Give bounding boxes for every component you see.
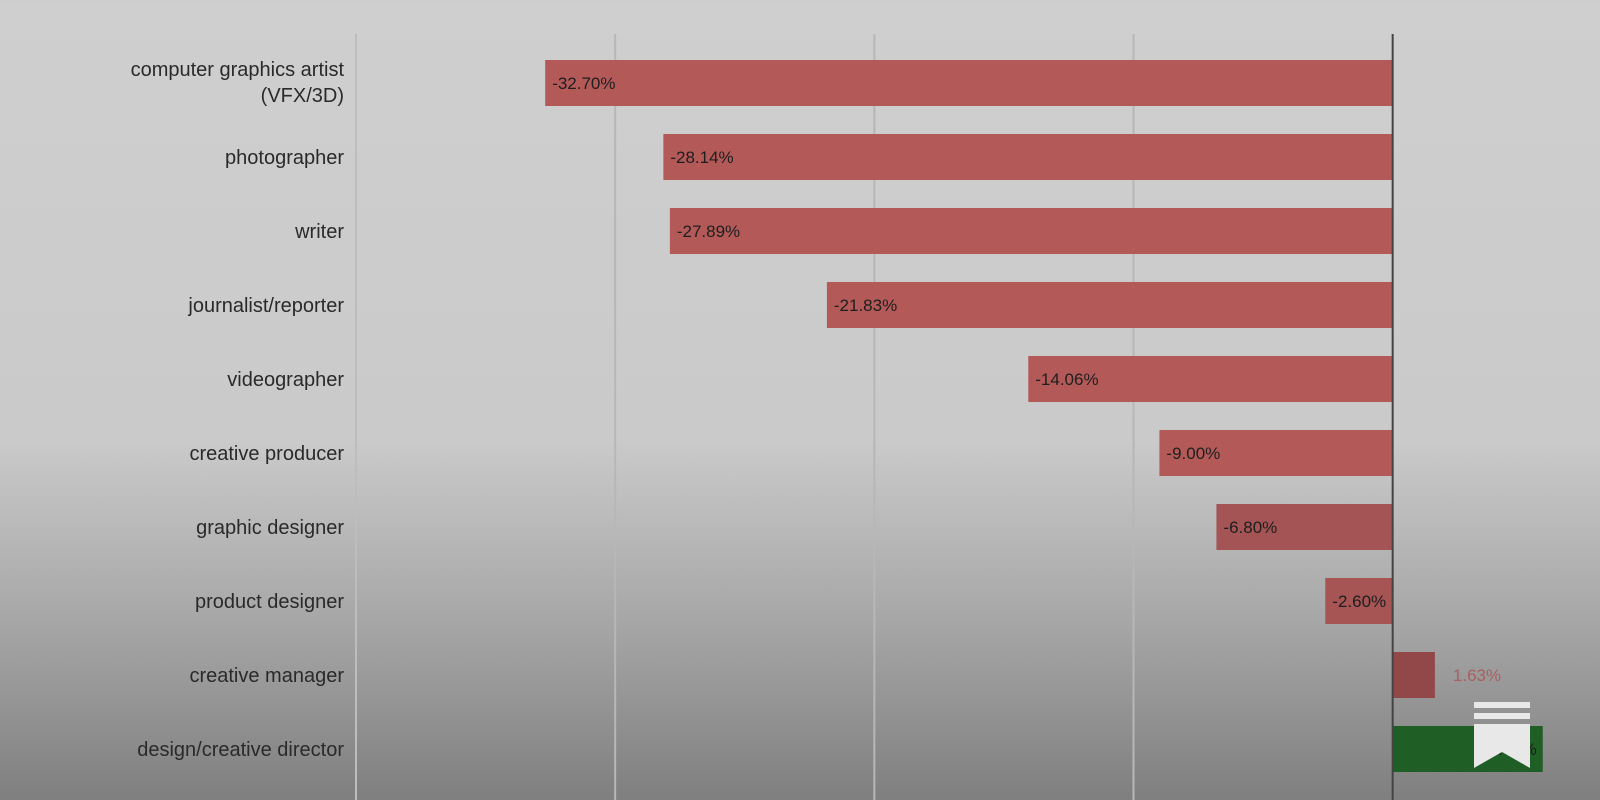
category-label: writer	[294, 221, 344, 243]
category-label: (VFX/3D)	[261, 85, 344, 107]
category-label: videographer	[227, 369, 344, 391]
bar	[663, 134, 1393, 180]
bar	[545, 60, 1393, 106]
category-label: product designer	[195, 591, 344, 613]
value-label: -28.14%	[670, 148, 733, 167]
category-label: design/creative director	[137, 739, 344, 761]
bar	[1392, 652, 1435, 698]
value-label: -21.83%	[834, 296, 897, 315]
bar	[1028, 356, 1393, 402]
bar	[1325, 578, 1393, 624]
bar	[669, 208, 1393, 254]
category-label: graphic designer	[196, 517, 344, 539]
category-label: creative producer	[189, 443, 344, 465]
bar	[1216, 504, 1393, 550]
bar	[1159, 430, 1393, 476]
category-label: journalist/reporter	[187, 295, 344, 317]
value-label: -27.89%	[677, 222, 740, 241]
value-label: -2.60%	[1332, 592, 1386, 611]
value-label: -32.70%	[552, 74, 615, 93]
category-label: creative manager	[189, 665, 344, 687]
category-label: photographer	[225, 147, 344, 169]
value-label: -14.06%	[1035, 370, 1098, 389]
value-label: -9.00%	[1166, 444, 1220, 463]
value-label: -6.80%	[1223, 518, 1277, 537]
bar	[826, 282, 1393, 328]
category-label: computer graphics artist	[131, 59, 345, 81]
value-label: 1.63%	[1453, 666, 1501, 685]
bookmark-icon[interactable]	[1474, 702, 1530, 768]
